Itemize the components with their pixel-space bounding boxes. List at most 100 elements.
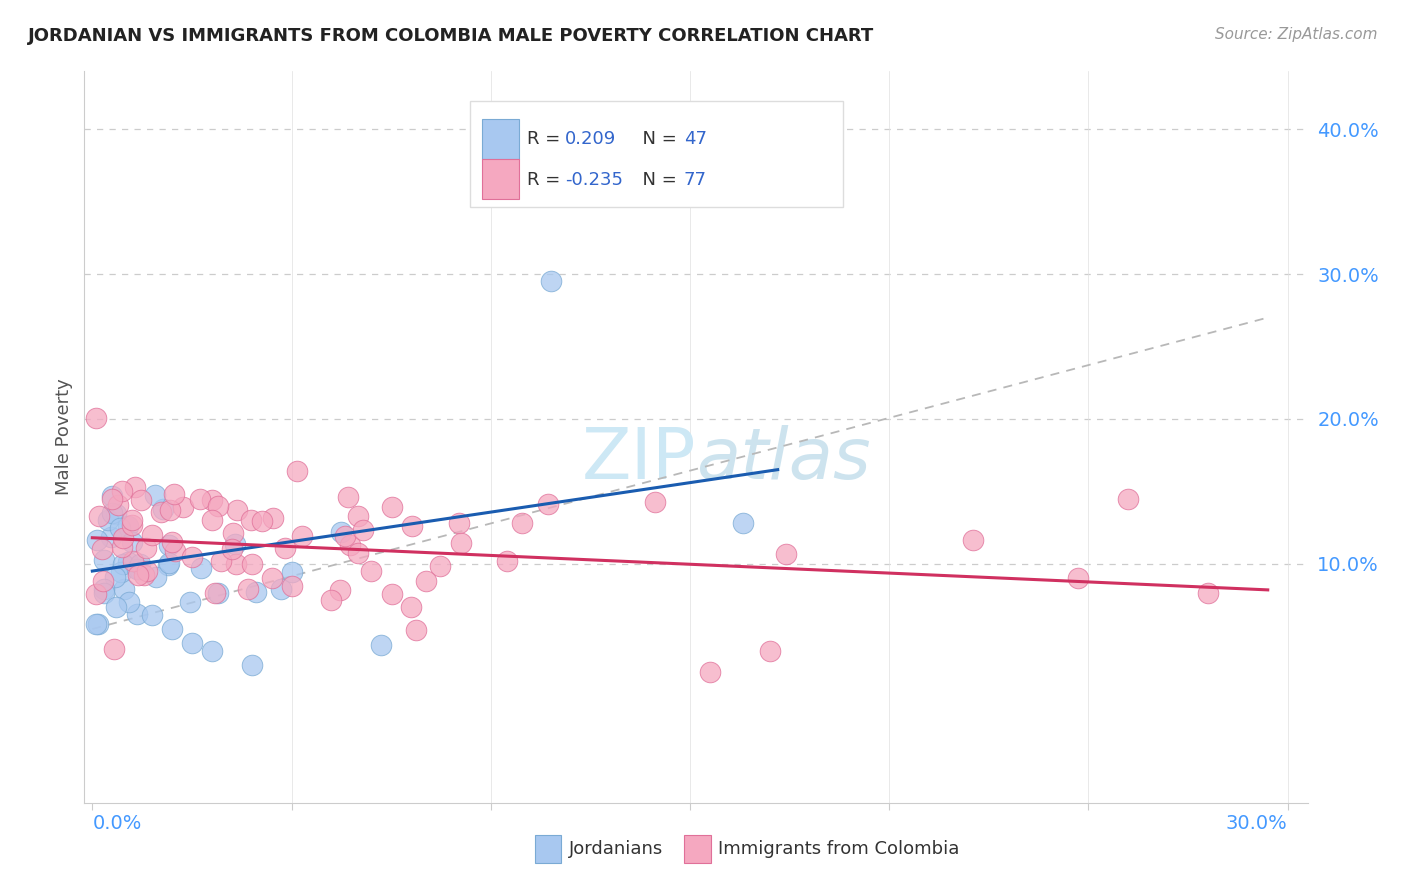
Point	[129, 557, 152, 571]
Point	[260, 571, 283, 585]
Point	[291, 529, 314, 543]
Text: N =: N =	[631, 170, 683, 188]
Text: 47: 47	[683, 130, 707, 148]
Point	[179, 595, 201, 609]
Point	[510, 516, 533, 530]
Point	[121, 517, 143, 532]
Point	[699, 665, 721, 680]
Point	[1067, 571, 1090, 585]
Text: R =: R =	[527, 170, 567, 188]
Point	[447, 516, 470, 530]
Point	[731, 516, 754, 531]
Point	[181, 549, 204, 564]
Point	[190, 561, 212, 575]
Point	[104, 507, 127, 521]
Point	[405, 624, 427, 638]
Point	[245, 585, 267, 599]
Point	[135, 564, 157, 578]
Point	[86, 617, 108, 632]
Point	[172, 500, 194, 515]
Point	[111, 557, 134, 571]
Point	[143, 488, 166, 502]
Point	[101, 506, 124, 520]
Point	[86, 533, 108, 547]
Point	[181, 636, 204, 650]
Text: R =: R =	[527, 130, 567, 148]
Point	[381, 500, 404, 514]
Text: JORDANIAN VS IMMIGRANTS FROM COLOMBIA MALE POVERTY CORRELATION CHART: JORDANIAN VS IMMIGRANTS FROM COLOMBIA MA…	[28, 27, 875, 45]
Point	[240, 513, 263, 527]
Point	[240, 557, 263, 571]
Point	[321, 593, 343, 607]
Point	[127, 562, 149, 576]
Point	[111, 484, 134, 499]
Text: 0.0%: 0.0%	[93, 814, 142, 833]
Point	[117, 554, 139, 568]
Point	[236, 582, 259, 596]
Point	[101, 491, 124, 506]
Point	[222, 526, 245, 541]
Point	[537, 497, 560, 511]
Point	[262, 511, 284, 525]
Point	[156, 558, 179, 572]
Point	[107, 499, 129, 513]
Point	[103, 570, 125, 584]
Point	[224, 537, 246, 551]
Bar	[482, 119, 519, 159]
Point	[157, 556, 180, 570]
Point	[347, 508, 370, 523]
Point	[141, 607, 163, 622]
Point	[100, 530, 122, 544]
Point	[121, 513, 143, 527]
Point	[188, 492, 211, 507]
Point	[141, 528, 163, 542]
Text: ZIP: ZIP	[582, 425, 696, 493]
Point	[86, 411, 108, 425]
Point	[401, 519, 423, 533]
Point	[112, 582, 135, 596]
Point	[280, 578, 302, 592]
Point	[360, 564, 382, 578]
Point	[121, 535, 143, 549]
Point	[103, 641, 125, 656]
Point	[93, 586, 115, 600]
Point	[540, 274, 562, 288]
Text: 0.209: 0.209	[565, 130, 616, 148]
Text: 77: 77	[683, 170, 707, 188]
Point	[150, 505, 173, 519]
Point	[163, 544, 186, 558]
Point	[240, 658, 263, 673]
Y-axis label: Male Poverty: Male Poverty	[55, 379, 73, 495]
Point	[86, 587, 108, 601]
Point	[207, 586, 229, 600]
Point	[93, 553, 115, 567]
Point	[96, 513, 118, 527]
Point	[152, 501, 174, 516]
Point	[105, 600, 128, 615]
Bar	[482, 159, 519, 200]
Text: Source: ZipAtlas.com: Source: ZipAtlas.com	[1215, 27, 1378, 42]
Point	[250, 515, 273, 529]
Point	[91, 542, 114, 557]
Point	[273, 541, 295, 555]
Point	[285, 465, 308, 479]
Point	[159, 502, 181, 516]
Point	[110, 565, 132, 579]
Bar	[534, 835, 561, 863]
Point	[101, 489, 124, 503]
Point	[110, 520, 132, 534]
FancyBboxPatch shape	[470, 101, 842, 207]
Point	[775, 547, 797, 561]
Point	[962, 533, 984, 547]
Point	[429, 559, 451, 574]
Point	[117, 519, 139, 533]
Point	[129, 492, 152, 507]
Point	[330, 525, 353, 540]
Point	[204, 585, 226, 599]
Point	[125, 607, 148, 621]
Point	[160, 622, 183, 636]
Point	[163, 486, 186, 500]
Point	[644, 494, 666, 508]
Point	[111, 541, 134, 555]
Text: N =: N =	[631, 130, 683, 148]
